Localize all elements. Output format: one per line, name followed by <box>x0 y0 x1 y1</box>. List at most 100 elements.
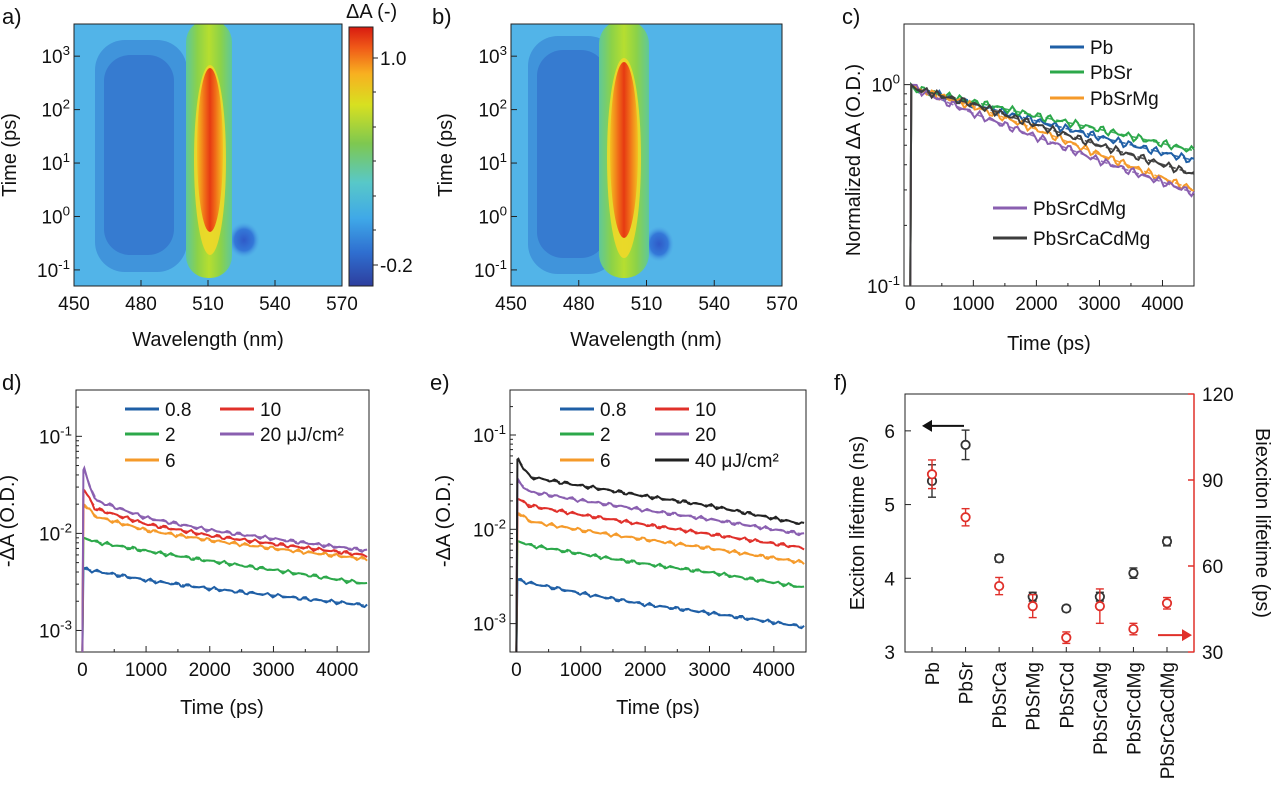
x-tick-label: 540 <box>698 294 730 315</box>
panel-d-xlabel: Time (ps) <box>180 697 264 719</box>
series-fit-20 μJ/cm² <box>83 469 365 552</box>
panel-a-label: a) <box>2 4 22 29</box>
colorbar-title: ΔA (-) <box>346 1 397 23</box>
series-fit-0.8 <box>518 579 802 628</box>
y-tick-label: 100 <box>41 203 70 228</box>
x-tick-label: 3000 <box>688 660 730 681</box>
panel-c: c) 0 1000 2000 3000 4000 10-1 100 Pb PbSr PbSrMg P… <box>842 4 1195 355</box>
x-tick-label: 480 <box>125 294 157 315</box>
y-tick-label: 10-2 <box>473 516 506 541</box>
panel-f-ylabel-right: Biexciton lifetime (ps) <box>1251 428 1272 618</box>
panel-f-plot: 3 4 5 6 30 60 90 120 Pb PbSr PbSrCa PbSrMg PbSrCd PbS… <box>884 385 1233 779</box>
y-tick-label: 10-1 <box>474 257 507 282</box>
x-tick-label: PbSrCaCdMg <box>1158 662 1179 779</box>
series-fit-PbSrCdMg <box>916 88 1195 194</box>
x-tick-label: 570 <box>326 294 358 315</box>
legend-label: 10 <box>695 400 716 421</box>
x-tick-label: 450 <box>58 294 90 315</box>
heatmap-b <box>511 24 782 286</box>
point-Exciton-PbSrCa <box>994 553 1005 564</box>
point-Exciton-PbSrCaCdMg <box>1161 536 1173 547</box>
x-tick-label: 510 <box>631 294 663 315</box>
point-Biexciton-PbSr <box>960 512 971 523</box>
legend-label: 6 <box>165 451 176 472</box>
legend-label: 0.8 <box>600 400 626 421</box>
legend-label: 20 μJ/cm² <box>260 425 344 446</box>
right-axis-arrow-head <box>1182 629 1192 642</box>
y-right-tick-label: 60 <box>1202 557 1223 578</box>
series-fit-6 <box>517 512 802 563</box>
x-tick-label: 4000 <box>316 660 358 681</box>
panel-e-ylabel: -ΔA (O.D.) <box>433 475 455 567</box>
series-line-2 <box>81 536 368 653</box>
x-tick-label: 1000 <box>952 294 994 315</box>
y-right-tick-label: 120 <box>1202 385 1234 406</box>
legend-label: 2 <box>600 425 611 446</box>
series-fit-PbSrMg <box>916 88 1195 191</box>
x-tick-label: Pb <box>923 662 944 685</box>
x-tick-label: 2000 <box>1015 294 1057 315</box>
x-tick-label: 2000 <box>624 660 666 681</box>
x-tick-label: 1000 <box>560 660 602 681</box>
y-left-tick-label: 3 <box>884 643 895 664</box>
panel-b: b) 450 480 510 540 570 10-1 100 101 102 103 Wavel… <box>432 4 798 351</box>
point-Exciton-PbSr <box>960 439 971 450</box>
series-fit-2 <box>518 540 802 588</box>
panel-c-frame <box>903 23 1195 287</box>
panel-e-label: e) <box>430 370 450 395</box>
series-fit-0.8 <box>84 568 365 606</box>
y-tick-label: 102 <box>41 97 70 122</box>
series-fit-6 <box>83 503 365 560</box>
x-tick-label: 1000 <box>125 660 167 681</box>
point-Biexciton-PbSrCa <box>994 580 1005 592</box>
x-tick-label: PbSrCa <box>990 662 1011 729</box>
series-fit-PbSrCaCdMg <box>916 88 1195 175</box>
x-tick-label: 0 <box>77 660 88 681</box>
legend-label: 40 μJ/cm² <box>695 451 779 472</box>
point-Biexciton-PbSrMg <box>1027 601 1038 612</box>
series-line-10 <box>81 488 368 653</box>
legend-label: PbSr <box>1090 63 1133 84</box>
legend-label: PbSrCaCdMg <box>1033 229 1150 250</box>
point-Biexciton-PbSrCaMg <box>1094 601 1105 612</box>
panel-a-ylabel: Time (ps) <box>0 113 21 197</box>
y-tick-label: 101 <box>41 150 70 175</box>
series-line-PbSrCaCdMg <box>909 82 1195 287</box>
series-fit-20 <box>517 481 802 535</box>
series-line-PbSr <box>909 81 1195 287</box>
colorbar: ΔA (-) 1.0 -0.2 <box>346 1 413 287</box>
legend-label: 10 <box>260 400 281 421</box>
y-left-tick-label: 5 <box>884 496 895 517</box>
x-tick-label: 570 <box>766 294 798 315</box>
panel-b-ylabel: Time (ps) <box>435 113 457 197</box>
x-tick-label: 2000 <box>189 660 231 681</box>
left-axis-arrow-head <box>922 419 932 432</box>
series-line-20 μJ/cm² <box>81 465 368 653</box>
x-tick-label: 0 <box>511 660 522 681</box>
panel-f-label: f) <box>834 370 847 395</box>
series-line-40 μJ/cm² <box>515 457 805 653</box>
x-tick-label: PbSr <box>957 661 978 704</box>
panel-c-plot: 0 1000 2000 3000 4000 10-1 100 Pb PbSr PbSrMg PbSr… <box>867 38 1195 315</box>
x-tick-label: PbSrCaMg <box>1091 662 1112 755</box>
y-tick-label: 100 <box>478 203 507 228</box>
y-left-tick-label: 6 <box>884 422 895 443</box>
x-tick-label: PbSrCdMg <box>1124 662 1145 755</box>
x-tick-label: 4000 <box>1141 294 1183 315</box>
y-tick-label: 10-2 <box>39 520 72 545</box>
y-tick-label: 10-3 <box>473 611 506 636</box>
y-tick-label: 10-1 <box>473 422 506 447</box>
point-Biexciton-Pb <box>926 469 938 480</box>
panel-a-xlabel: Wavelength (nm) <box>132 329 284 351</box>
heatmap-a <box>74 24 342 286</box>
panel-f-ylabel-left: Exciton lifetime (ns) <box>847 436 869 611</box>
panel-e: e) 0 1000 2000 3000 4000 10-3 10-2 10-1 0.8 2 6 10 2… <box>430 370 807 719</box>
y-tick-label: 103 <box>478 43 507 68</box>
y-right-tick-label: 30 <box>1202 643 1223 664</box>
series-fit-PbSr <box>916 88 1195 152</box>
panel-e-xlabel: Time (ps) <box>616 697 700 719</box>
point-Exciton-PbSrCd <box>1061 603 1072 614</box>
legend-label: PbSrCdMg <box>1033 199 1126 220</box>
colorbar-gradient <box>348 26 374 287</box>
